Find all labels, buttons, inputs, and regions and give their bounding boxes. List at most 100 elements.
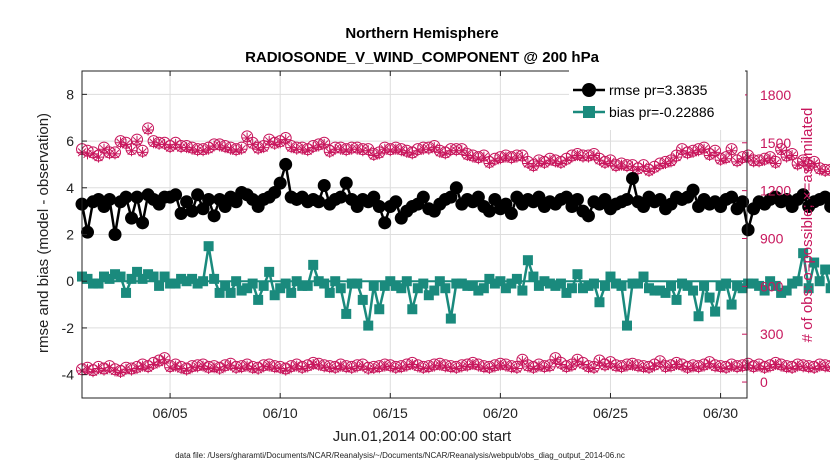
y-axis-left-label: rmse and bias (model - observation) (35, 113, 52, 353)
bias-marker (467, 280, 478, 291)
obs-assimilated-high-marker (720, 153, 732, 165)
bias-marker (451, 278, 462, 289)
bias-marker (390, 280, 401, 291)
legend: rmse pr=3.3835 bias pr=-0.22886 (569, 70, 745, 130)
obs-assimilated-high-marker (500, 151, 512, 163)
obs-assimilated-high-marker (489, 154, 501, 166)
rmse-marker (416, 190, 430, 204)
obs-assimilated-high-marker (643, 166, 655, 177)
obs-assimilated-low-marker (368, 363, 380, 374)
obs-assimilated-high-marker (401, 146, 413, 158)
obs-assimilated-low-marker (748, 362, 760, 374)
bias-marker (610, 278, 621, 289)
obs-assimilated-high-marker (181, 142, 193, 154)
obs-assimilated-low-marker (274, 363, 286, 374)
bias-marker (754, 280, 765, 291)
obs-assimilated-low-marker (390, 363, 402, 374)
bias-marker (721, 278, 732, 289)
bias-marker (88, 278, 99, 289)
bias-marker (236, 285, 247, 296)
obs-assimilated-low-marker (610, 361, 622, 373)
obs-assimilated-low-marker (98, 364, 110, 376)
obs-assimilated-high-marker (296, 143, 308, 155)
obs-assimilated-high-marker (170, 138, 182, 150)
obs-assimilated-low-marker (109, 365, 121, 377)
bias-marker (148, 271, 159, 282)
bias-marker (489, 278, 500, 289)
data-file-footnote: data file: /Users/gharamti/Documents/NCA… (175, 451, 625, 460)
y-left-tick-label: 4 (66, 180, 74, 196)
rmse-marker (339, 176, 353, 190)
rmse-marker (125, 211, 139, 225)
obs-assimilated-high-marker (423, 143, 435, 155)
rmse-marker (686, 183, 700, 197)
obs-assimilated-low-marker (797, 361, 809, 373)
obs-assimilated-low-marker (346, 363, 358, 374)
obs-assimilated-low-marker (93, 363, 104, 374)
obs-assimilated-high-marker (461, 150, 473, 161)
obs-assimilated-low-marker (318, 361, 330, 373)
y-axis-left: -4 -2 0 2 4 6 8 (62, 86, 87, 383)
obs-assimilated-high-marker (131, 135, 143, 147)
obs-assimilated-low-marker (676, 360, 688, 372)
bias-series (77, 241, 830, 331)
bias-marker (594, 297, 605, 308)
obs-assimilated-high-marker (390, 143, 402, 155)
bias-marker (555, 278, 566, 289)
bias-marker (748, 278, 759, 289)
obs-assimilated-high-marker (698, 143, 710, 155)
y-axis-right-label: # of obs: o=possible; ×=assimilated (799, 108, 816, 343)
obs-assimilated-low-marker (131, 363, 143, 374)
obs-assimilated-high-marker (786, 150, 798, 161)
obs-assimilated-low-marker (753, 360, 765, 372)
bias-marker (341, 308, 352, 319)
obs-assimilated-high-marker (247, 138, 259, 150)
obs-assimilated-high-marker (671, 151, 682, 163)
obs-assimilated-low-marker (291, 360, 303, 372)
obs-assimilated-low-marker (726, 360, 738, 372)
obs-assimilated-low-marker (583, 362, 594, 374)
y-right-tick-label: 1800 (760, 87, 791, 103)
obs-assimilated-high-marker (434, 146, 446, 158)
bias-marker (225, 287, 236, 298)
obs-assimilated-high-marker (803, 161, 815, 173)
bias-marker (434, 276, 445, 287)
obs-assimilated-low-marker (605, 358, 616, 370)
obs-assimilated-low-marker (759, 363, 771, 374)
bias-marker (198, 276, 209, 287)
obs-assimilated-low-marker (428, 360, 440, 372)
legend-bias-marker (583, 106, 595, 118)
obs-assimilated-low-marker (230, 363, 242, 374)
obs-assimilated-high-marker (351, 143, 363, 155)
rmse-marker (570, 192, 584, 206)
bias-marker (253, 294, 264, 305)
x-tick-label: 06/05 (153, 405, 188, 421)
obs-assimilated-low-marker (263, 360, 275, 372)
obs-assimilated-low-marker (483, 363, 495, 374)
x-axis: 06/05 06/10 06/15 06/20 06/25 06/30 (153, 71, 738, 421)
obs-assimilated-low-marker (665, 361, 677, 373)
obs-assimilated-low-marker (560, 362, 572, 374)
obs-assimilated-low-marker (126, 364, 137, 376)
obs-assimilated-high-marker (263, 135, 275, 147)
bias-marker (715, 280, 726, 291)
rmse-marker (103, 192, 117, 206)
obs-assimilated-low-marker (115, 367, 126, 378)
obs-count-low-series (76, 352, 830, 378)
obs-assimilated-high-marker (605, 156, 616, 168)
bias-marker (143, 269, 154, 280)
rmse-marker (169, 188, 183, 202)
rmse-marker (207, 209, 221, 223)
obs-assimilated-high-marker (599, 158, 611, 169)
obs-assimilated-low-marker (401, 360, 413, 372)
obs-assimilated-high-marker (428, 142, 440, 154)
rmse-marker (279, 157, 293, 171)
obs-assimilated-high-marker (781, 151, 793, 163)
rmse-marker (174, 206, 188, 220)
bias-marker (291, 276, 302, 287)
obs-assimilated-high-marker (632, 164, 644, 176)
obs-assimilated-high-marker (126, 145, 137, 157)
rmse-marker (130, 190, 144, 204)
bias-marker (352, 278, 363, 289)
y-left-tick-label: 0 (66, 273, 74, 289)
